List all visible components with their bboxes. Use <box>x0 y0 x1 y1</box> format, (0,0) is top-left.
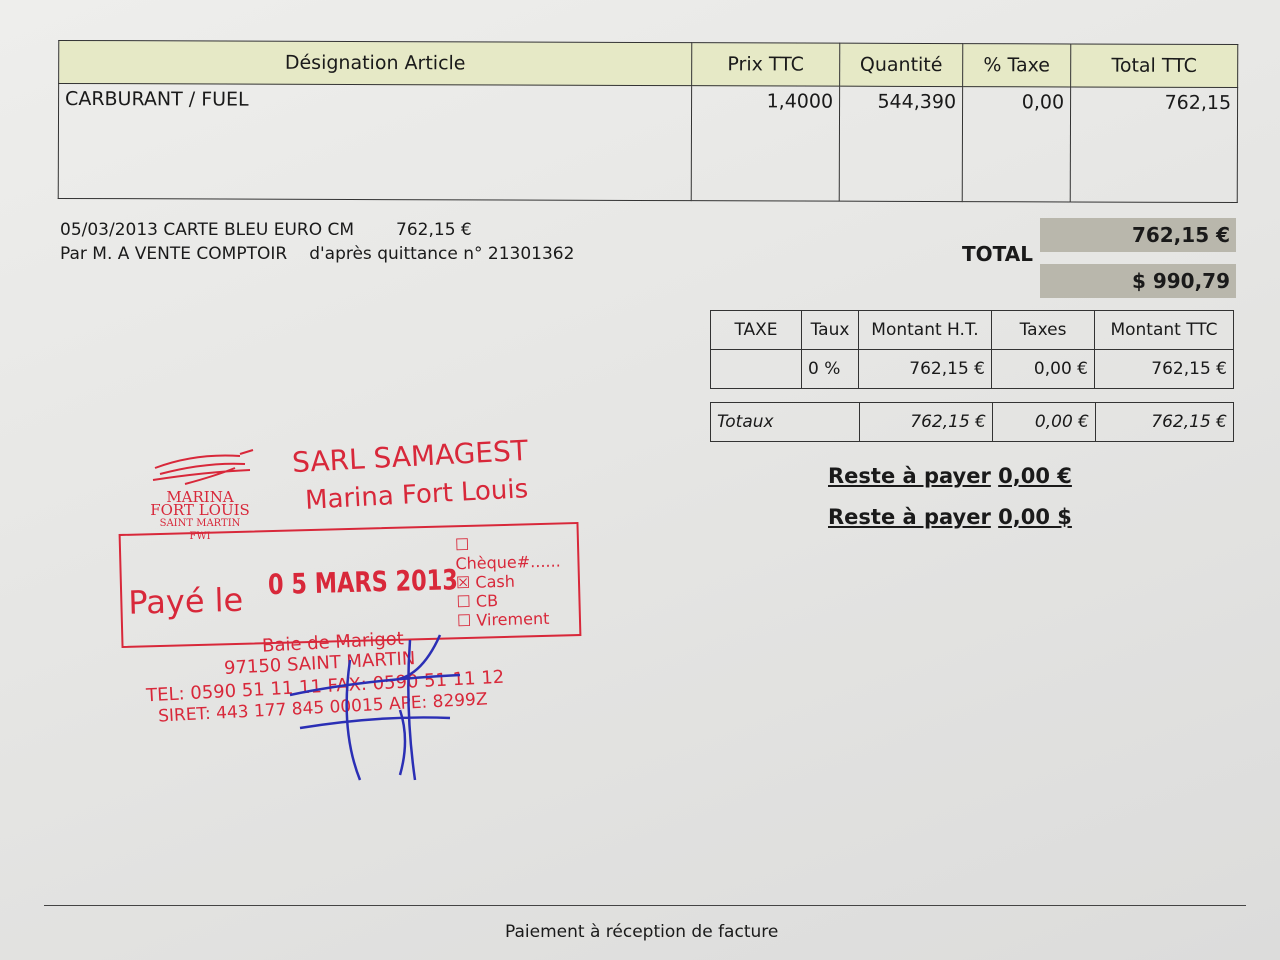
paid-date: 0 5 MARS 2013 <box>267 563 459 602</box>
totals-label: Totaux <box>710 402 860 442</box>
col-designation: Désignation Article <box>58 40 692 86</box>
option-label: CB <box>475 591 499 611</box>
tax-cell-rate: 0 % <box>801 349 859 389</box>
tax-cell-taxes: 0,00 € <box>991 349 1095 389</box>
tax-cell-ht: 762,15 € <box>858 349 992 389</box>
signature <box>289 634 461 781</box>
option-label: Chèque#...... <box>455 551 561 574</box>
remaining-eur: Reste à payer 0,00 € <box>828 464 1072 488</box>
remaining-label: Reste à payer <box>828 505 991 529</box>
footer-text: Paiement à réception de facture <box>505 922 779 942</box>
cell-tax: 0,00 <box>962 86 1071 202</box>
marina-logo: MARINA FORT LOUIS SAINT MARTIN FWI <box>130 448 270 543</box>
invoice-lines-table: Désignation Article Prix TTC Quantité % … <box>58 40 1239 203</box>
paid-label: Payé le <box>127 580 244 622</box>
logo-line: SAINT MARTIN <box>159 518 241 529</box>
totals-taxes: 0,00 € <box>992 402 1096 442</box>
total-usd: $ 990,79 <box>1040 264 1236 298</box>
option-label: Virement <box>476 608 550 630</box>
logo-line: FWI <box>189 531 211 542</box>
option-cheque: ☐ Chèque#...... <box>454 534 561 574</box>
table-row: CARBURANT / FUEL 1,4000 544,390 0,00 762… <box>58 83 1238 203</box>
total-eur: 762,15 € <box>1040 218 1236 252</box>
stamp-company: SARL SAMAGEST <box>291 433 529 480</box>
tax-col-taxes: Taxes <box>991 310 1095 350</box>
payment-line2: Par M. A VENTE COMPTOIR <box>60 244 288 264</box>
col-price: Prix TTC <box>691 42 840 87</box>
cell-total: 762,15 <box>1070 86 1238 203</box>
boat-logo-icon <box>152 449 254 485</box>
tax-cell <box>710 349 802 389</box>
payment-line1: 05/03/2013 CARTE BLEU EURO CM <box>60 220 355 240</box>
totals-row: Totaux 762,15 € 0,00 € 762,15 € <box>710 402 1234 442</box>
tax-col-rate: Taux <box>801 310 859 350</box>
remaining-value: 0,00 € <box>998 464 1072 488</box>
col-quantity: Quantité <box>839 43 963 87</box>
totals-ttc: 762,15 € <box>1095 402 1234 442</box>
col-total: Total TTC <box>1070 43 1238 88</box>
remaining-label: Reste à payer <box>828 464 991 488</box>
col-tax: % Taxe <box>962 43 1071 87</box>
option-label: Cash <box>475 571 516 592</box>
tax-col-ttc: Montant TTC <box>1094 310 1234 350</box>
tax-col-ht: Montant H.T. <box>858 310 992 350</box>
receipt-number: d'après quittance n° 21301362 <box>309 244 575 264</box>
payment-amount: 762,15 € <box>396 220 472 240</box>
cell-price: 1,4000 <box>691 85 840 202</box>
total-label: TOTAL <box>962 242 1033 266</box>
tax-cell-ttc: 762,15 € <box>1094 349 1234 389</box>
payment-method-options: ☐ Chèque#...... ☒ Cash ☐ CB ☐ Virement <box>455 532 579 630</box>
logo-line: FORT LOUIS <box>150 501 250 519</box>
totals-ht: 762,15 € <box>859 402 993 442</box>
payment-info: 05/03/2013 CARTE BLEU EURO CM 762,15 € Pa… <box>60 218 574 266</box>
remaining-value: 0,00 $ <box>998 505 1072 529</box>
table-row: 0 % 762,15 € 0,00 € 762,15 € <box>710 349 1234 389</box>
footer-divider <box>44 905 1246 906</box>
cell-quantity: 544,390 <box>839 86 963 202</box>
tax-table: TAXE Taux Montant H.T. Taxes Montant TTC… <box>710 310 1234 389</box>
tax-col-taxe: TAXE <box>710 310 802 350</box>
cell-designation: CARBURANT / FUEL <box>58 83 692 201</box>
logo-line: MARINA <box>166 488 234 506</box>
stamp-subtitle: Marina Fort Louis <box>304 474 529 516</box>
remaining-usd: Reste à payer 0,00 $ <box>828 505 1072 529</box>
